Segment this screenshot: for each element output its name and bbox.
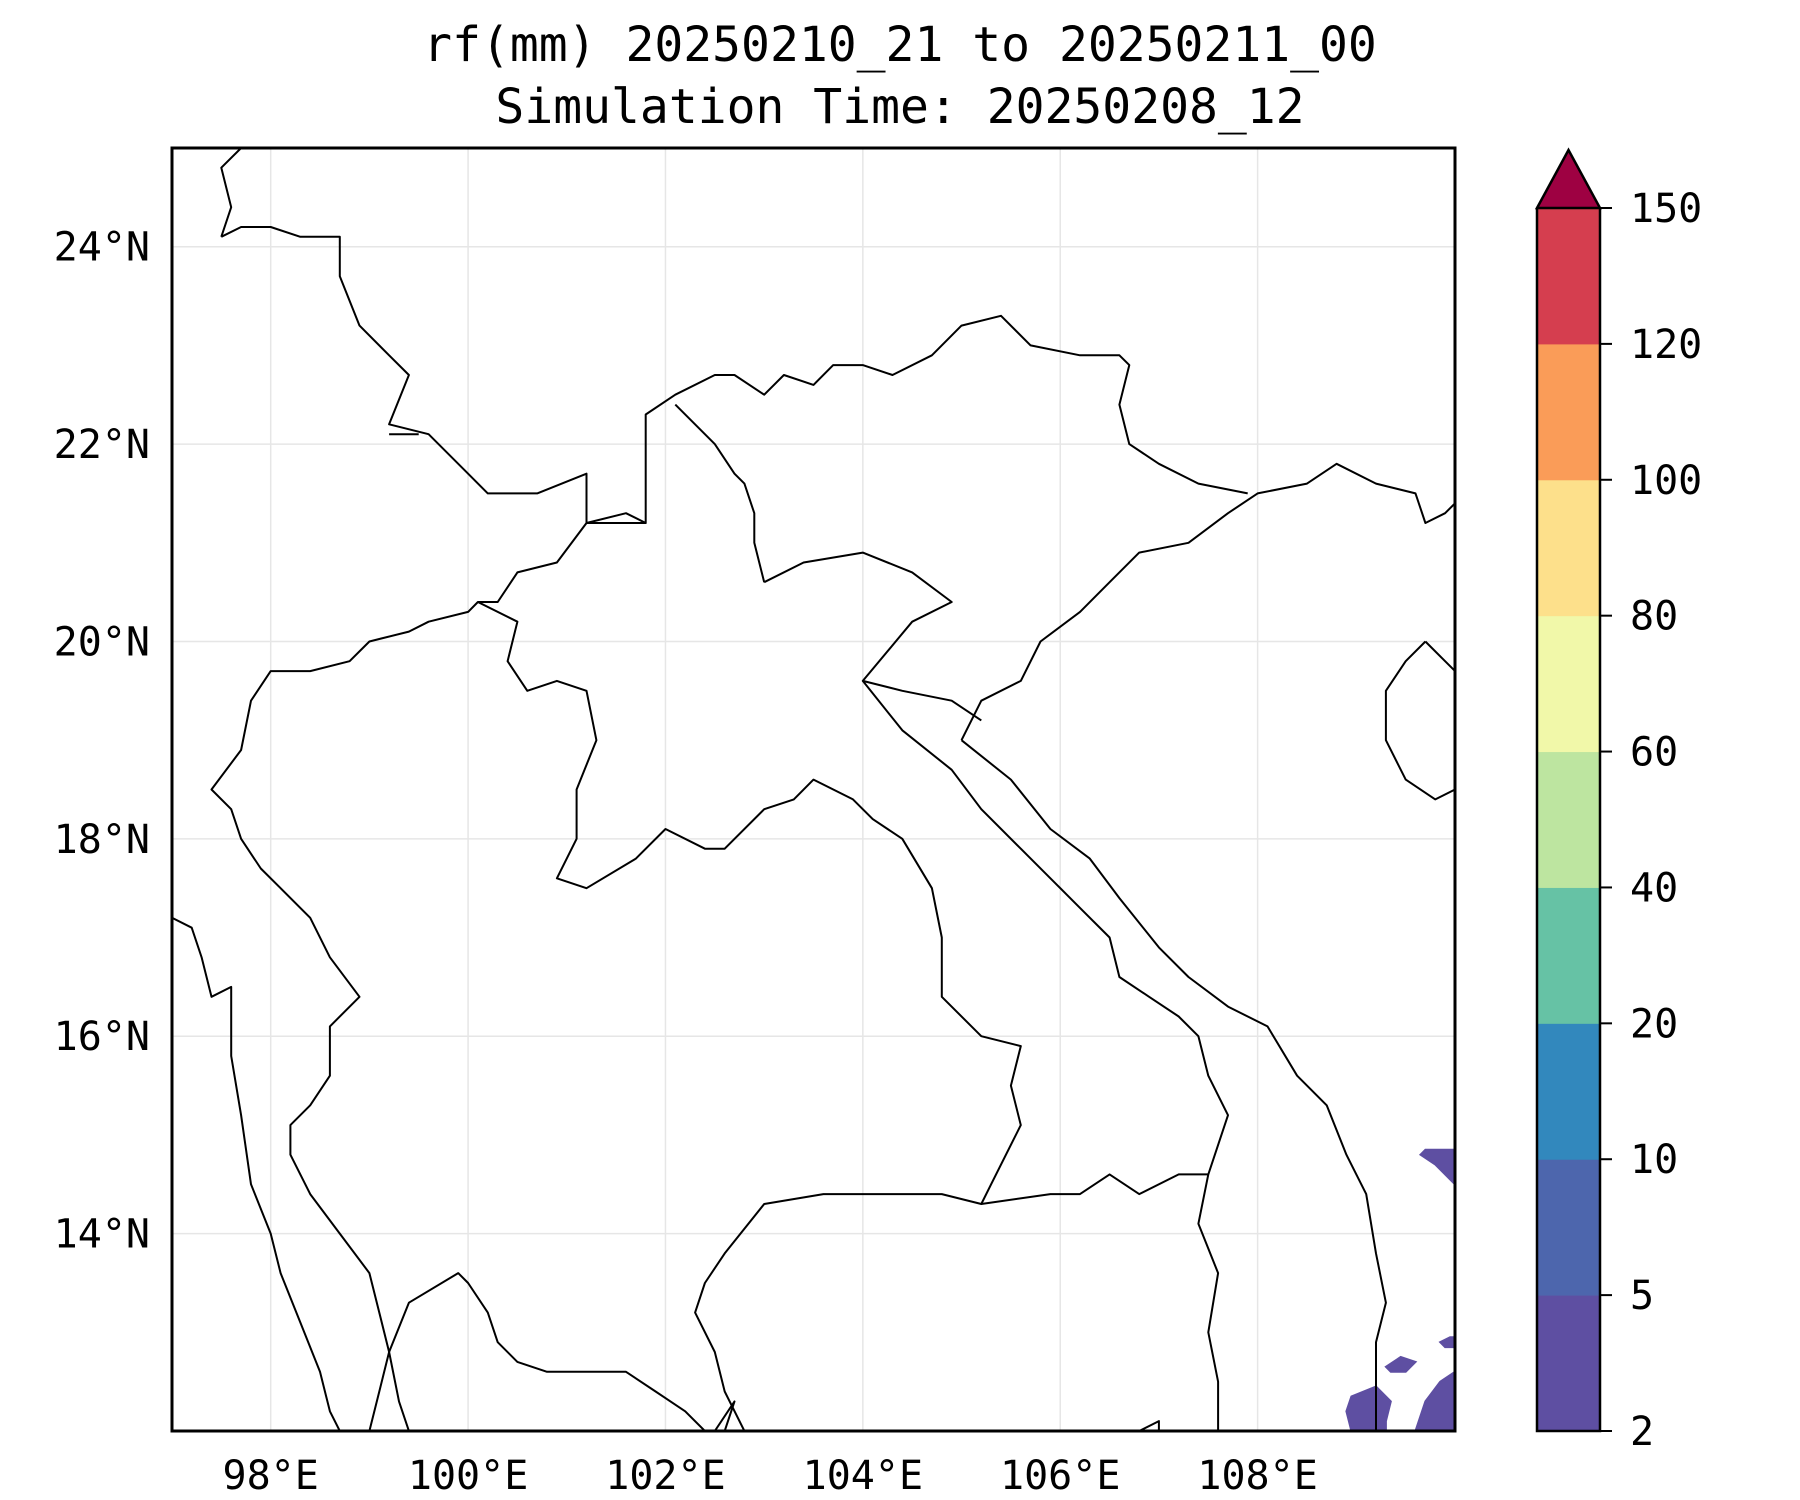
lat-tick-label: 22°N [54,422,150,468]
coastline [960,462,1455,741]
border-line [674,403,766,583]
rain-area-east-edge-north [1418,1148,1455,1186]
coastline [1384,640,1455,801]
coastlines [172,462,1455,1431]
rain-area-south-china-sea-east [1345,1385,1392,1431]
rain-area-east-edge-mid [1438,1336,1455,1349]
coastline [1424,640,1455,672]
lat-tick-label: 18°N [54,817,150,863]
lat-tick-label: 16°N [54,1014,150,1060]
lon-tick-label: 106°E [1000,1453,1120,1499]
coastline [368,1272,706,1431]
colorbar-segment [1537,208,1600,345]
colorbar-segment [1537,751,1600,888]
lon-tick-label: 108°E [1197,1453,1317,1499]
colorbar-tick-label: 150 [1630,186,1702,232]
country-borders [210,148,1248,1431]
lon-tick-label: 102°E [605,1453,725,1499]
colorbar-outline [1535,208,1602,1433]
border-line [763,551,982,722]
coastline [1138,1420,1160,1431]
rainfall-contours [1345,1148,1455,1431]
coastline [713,1400,736,1431]
colorbar-tick-label: 40 [1630,865,1678,911]
colorbar-tick-label: 10 [1630,1137,1678,1183]
border-line [220,226,1248,524]
border-line [981,1173,1209,1205]
coastline [960,739,1387,1431]
map-title-line2: Simulation Time: 20250208_12 [495,79,1305,135]
colorbar-tick-label: 20 [1630,1001,1678,1047]
lon-tick-label: 104°E [803,1453,923,1499]
colorbar-tick-label: 5 [1630,1273,1654,1319]
lat-tick-label: 14°N [54,1212,150,1258]
rain-area-offshore-cluster [1384,1355,1418,1373]
map-title-line1: rf(mm) 20250210_21 to 20250211_00 [423,17,1377,73]
colorbar-tick-label: 2 [1630,1409,1654,1455]
colorbar-segment [1537,479,1600,617]
lon-tick-label: 98°E [223,1453,319,1499]
border-line [220,148,242,238]
colorbar-segment [1537,887,1600,1024]
colorbar-segment [1537,1023,1600,1160]
coastline [172,916,341,1431]
colorbar-segment [1537,615,1600,753]
colorbar-tick-label: 60 [1630,730,1678,776]
longitude-tick-labels: 98°E 100°E 102°E 104°E 106°E 108°E [223,1453,1318,1499]
border-line [862,680,1229,1431]
colorbar-segment [1537,1159,1600,1296]
colorbar-tick-label: 80 [1630,594,1678,640]
lat-tick-label: 20°N [54,619,150,665]
latitude-tick-labels: 14°N 16°N 18°N 20°N 22°N 24°N [54,225,150,1258]
rain-area-east-edge-south [1414,1370,1455,1431]
gridlines [172,148,1455,1431]
colorbar-segment [1537,1295,1600,1432]
lat-tick-label: 24°N [54,225,150,271]
border-line [210,522,646,1431]
colorbar-tick-label: 100 [1630,458,1702,504]
lon-tick-label: 100°E [408,1453,528,1499]
colorbar: 2 5 10 20 40 60 80 100 120 150 [1534,147,1702,1455]
colorbar-segment [1537,343,1600,481]
border-line [477,601,1022,1431]
colorbar-extend-arrow [1534,147,1603,210]
colorbar-tick-label: 120 [1630,322,1702,368]
map-frame [170,146,1457,1433]
